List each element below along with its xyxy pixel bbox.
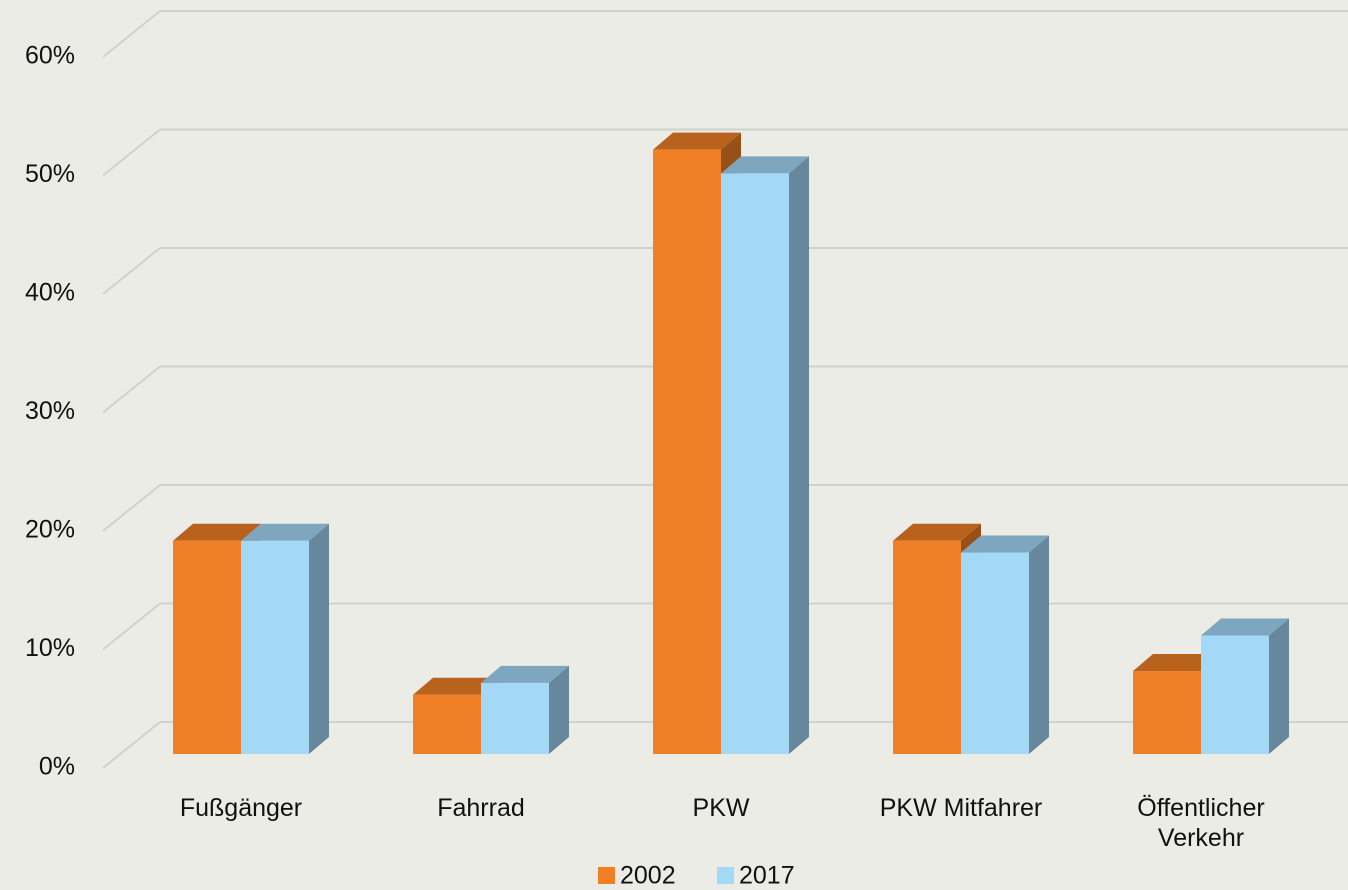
x-tick-label: PKW [692, 794, 750, 822]
y-tick-label: 60% [25, 42, 75, 70]
bar [961, 552, 1029, 754]
bar-top [721, 156, 809, 174]
legend-label: 2002 [620, 862, 676, 890]
bar-side [1269, 618, 1289, 754]
grid-diagonal [102, 721, 161, 769]
x-tick-label: Fahrrad [437, 794, 525, 822]
legend-swatch [598, 867, 615, 884]
bar-top [893, 523, 981, 541]
bar-top [481, 665, 569, 683]
bar-side [1029, 535, 1049, 754]
bar-side [549, 665, 569, 754]
bar [1201, 635, 1269, 754]
grid-diagonal [102, 602, 161, 651]
bar-top [1133, 654, 1221, 672]
legend-label: 2017 [739, 862, 795, 890]
x-tick-label: PKW Mitfahrer [879, 794, 1043, 822]
legend-swatch [717, 867, 734, 884]
grid-diagonal [102, 128, 161, 177]
grid-diagonal [102, 247, 161, 295]
bar [721, 173, 789, 755]
y-tick-label: 30% [25, 397, 75, 425]
bar-top [241, 523, 329, 541]
y-tick-label: 50% [25, 160, 75, 188]
y-tick-label: 10% [25, 634, 75, 662]
x-tick-label: Fußgänger [179, 794, 303, 822]
grid-diagonal [102, 484, 161, 532]
bar-top [961, 535, 1049, 553]
bar [1133, 671, 1201, 754]
bar-top [653, 132, 741, 150]
y-tick-label: 0% [39, 753, 75, 781]
bar [173, 540, 241, 754]
bar-top [413, 677, 501, 695]
bar [241, 540, 309, 754]
bar-top [1201, 618, 1289, 636]
x-tick-label: Öffentlicher Verkehr [1137, 794, 1265, 852]
bar [653, 149, 721, 754]
bar-side [309, 523, 329, 754]
bar-top [173, 523, 261, 541]
y-tick-label: 40% [25, 279, 75, 307]
grid-diagonal [102, 10, 161, 58]
bar [893, 540, 961, 754]
bar-side [789, 156, 809, 755]
bar [481, 682, 549, 754]
y-tick-label: 20% [25, 516, 75, 544]
grid-diagonal [102, 365, 161, 414]
bar [413, 694, 481, 754]
